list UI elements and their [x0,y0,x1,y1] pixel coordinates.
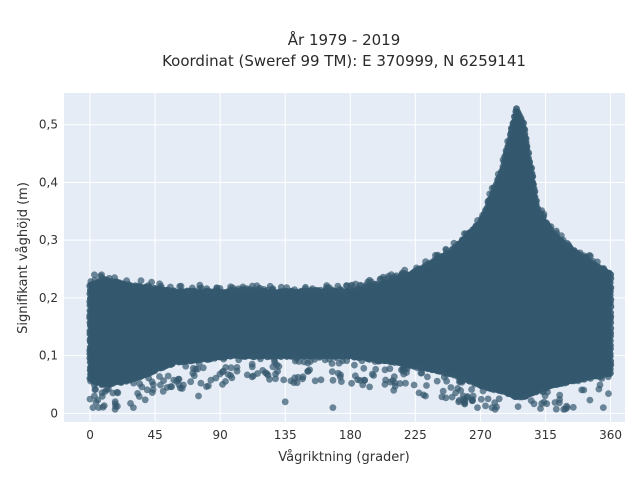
chart-title-line2: Koordinat (Sweref 99 TM): E 370999, N 62… [162,52,526,70]
data-points [86,105,615,413]
chart-title-line1: År 1979 - 2019 [288,30,401,49]
